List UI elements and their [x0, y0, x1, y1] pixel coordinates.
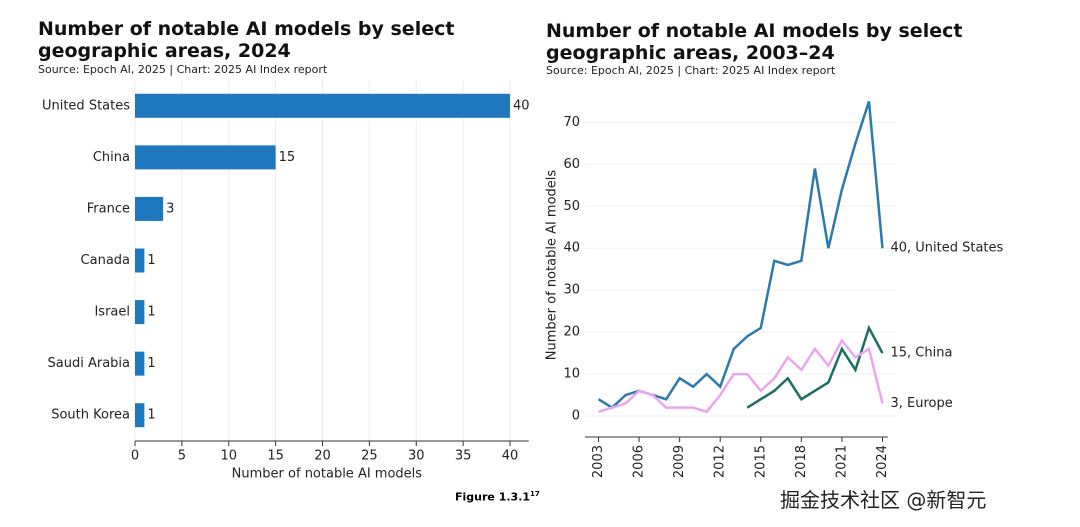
x-tick-label: 10 — [220, 449, 237, 464]
y-axis-label: Number of notable AI models — [545, 170, 560, 361]
end-label: 40, United States — [890, 241, 1003, 256]
bar — [135, 300, 145, 325]
figure-label: Figure 1.3.117 — [455, 490, 540, 504]
value-label: 3 — [166, 201, 174, 216]
x-tick-label: 2018 — [794, 445, 809, 478]
x-tick-label: 2006 — [632, 445, 647, 478]
category-label: France — [87, 201, 130, 216]
category-label: Canada — [81, 253, 130, 268]
series-line — [746, 324, 884, 409]
y-tick-label: 50 — [563, 199, 580, 214]
category-label: South Korea — [51, 408, 130, 423]
y-tick-label: 0 — [572, 409, 580, 424]
series-line — [597, 101, 884, 410]
y-tick-label: 70 — [563, 115, 580, 130]
y-tick-label: 60 — [563, 157, 580, 172]
category-label: Israel — [94, 305, 130, 320]
end-label: 3, Europe — [890, 396, 952, 411]
figure-number: Figure 1.3.1 — [455, 490, 531, 504]
bar — [135, 145, 276, 170]
end-label: 15, China — [890, 346, 952, 361]
x-axis-label: Number of notable AI models — [232, 467, 423, 482]
chart-subtitle: Source: Epoch AI, 2025 | Chart: 2025 AI … — [546, 64, 836, 77]
chart-subtitle: Source: Epoch AI, 2025 | Chart: 2025 AI … — [38, 63, 328, 76]
category-label: China — [93, 150, 130, 165]
x-tick-label: 2015 — [753, 445, 768, 478]
value-label: 1 — [147, 356, 155, 371]
x-tick-label: 15 — [267, 449, 284, 464]
value-label: 15 — [279, 150, 296, 165]
bar — [135, 93, 510, 118]
value-label: 40 — [513, 98, 530, 113]
x-tick-label: 0 — [131, 449, 139, 464]
bar — [135, 351, 145, 376]
value-label: 1 — [147, 408, 155, 423]
footnote-mark: 17 — [530, 490, 540, 498]
x-tick-label: 20 — [314, 449, 331, 464]
x-tick-label: 2009 — [672, 445, 687, 478]
y-tick-label: 20 — [563, 325, 580, 340]
series-line — [598, 338, 884, 414]
chart-title: Number of notable AI models by select ge… — [38, 18, 455, 62]
x-tick-label: 2021 — [834, 445, 849, 478]
x-tick-label: 2003 — [591, 445, 606, 478]
chart-title: Number of notable AI models by select ge… — [546, 20, 963, 64]
watermark: 掘金技术社区 @新智元 — [780, 488, 987, 512]
bar — [135, 403, 145, 428]
value-label: 1 — [147, 305, 155, 320]
category-label: United States — [42, 98, 130, 113]
x-tick-label: 2012 — [713, 445, 728, 478]
x-tick-label: 30 — [408, 449, 425, 464]
x-tick-label: 40 — [502, 449, 519, 464]
y-tick-label: 10 — [563, 367, 580, 382]
x-tick-label: 35 — [455, 449, 472, 464]
y-tick-label: 30 — [563, 283, 580, 298]
bar — [135, 196, 164, 221]
x-tick-label: 2024 — [875, 445, 890, 478]
bar — [135, 248, 145, 273]
x-tick-label: 25 — [361, 449, 378, 464]
value-label: 1 — [147, 253, 155, 268]
y-tick-label: 40 — [563, 241, 580, 256]
x-tick-label: 5 — [178, 449, 186, 464]
category-label: Saudi Arabia — [48, 356, 131, 371]
